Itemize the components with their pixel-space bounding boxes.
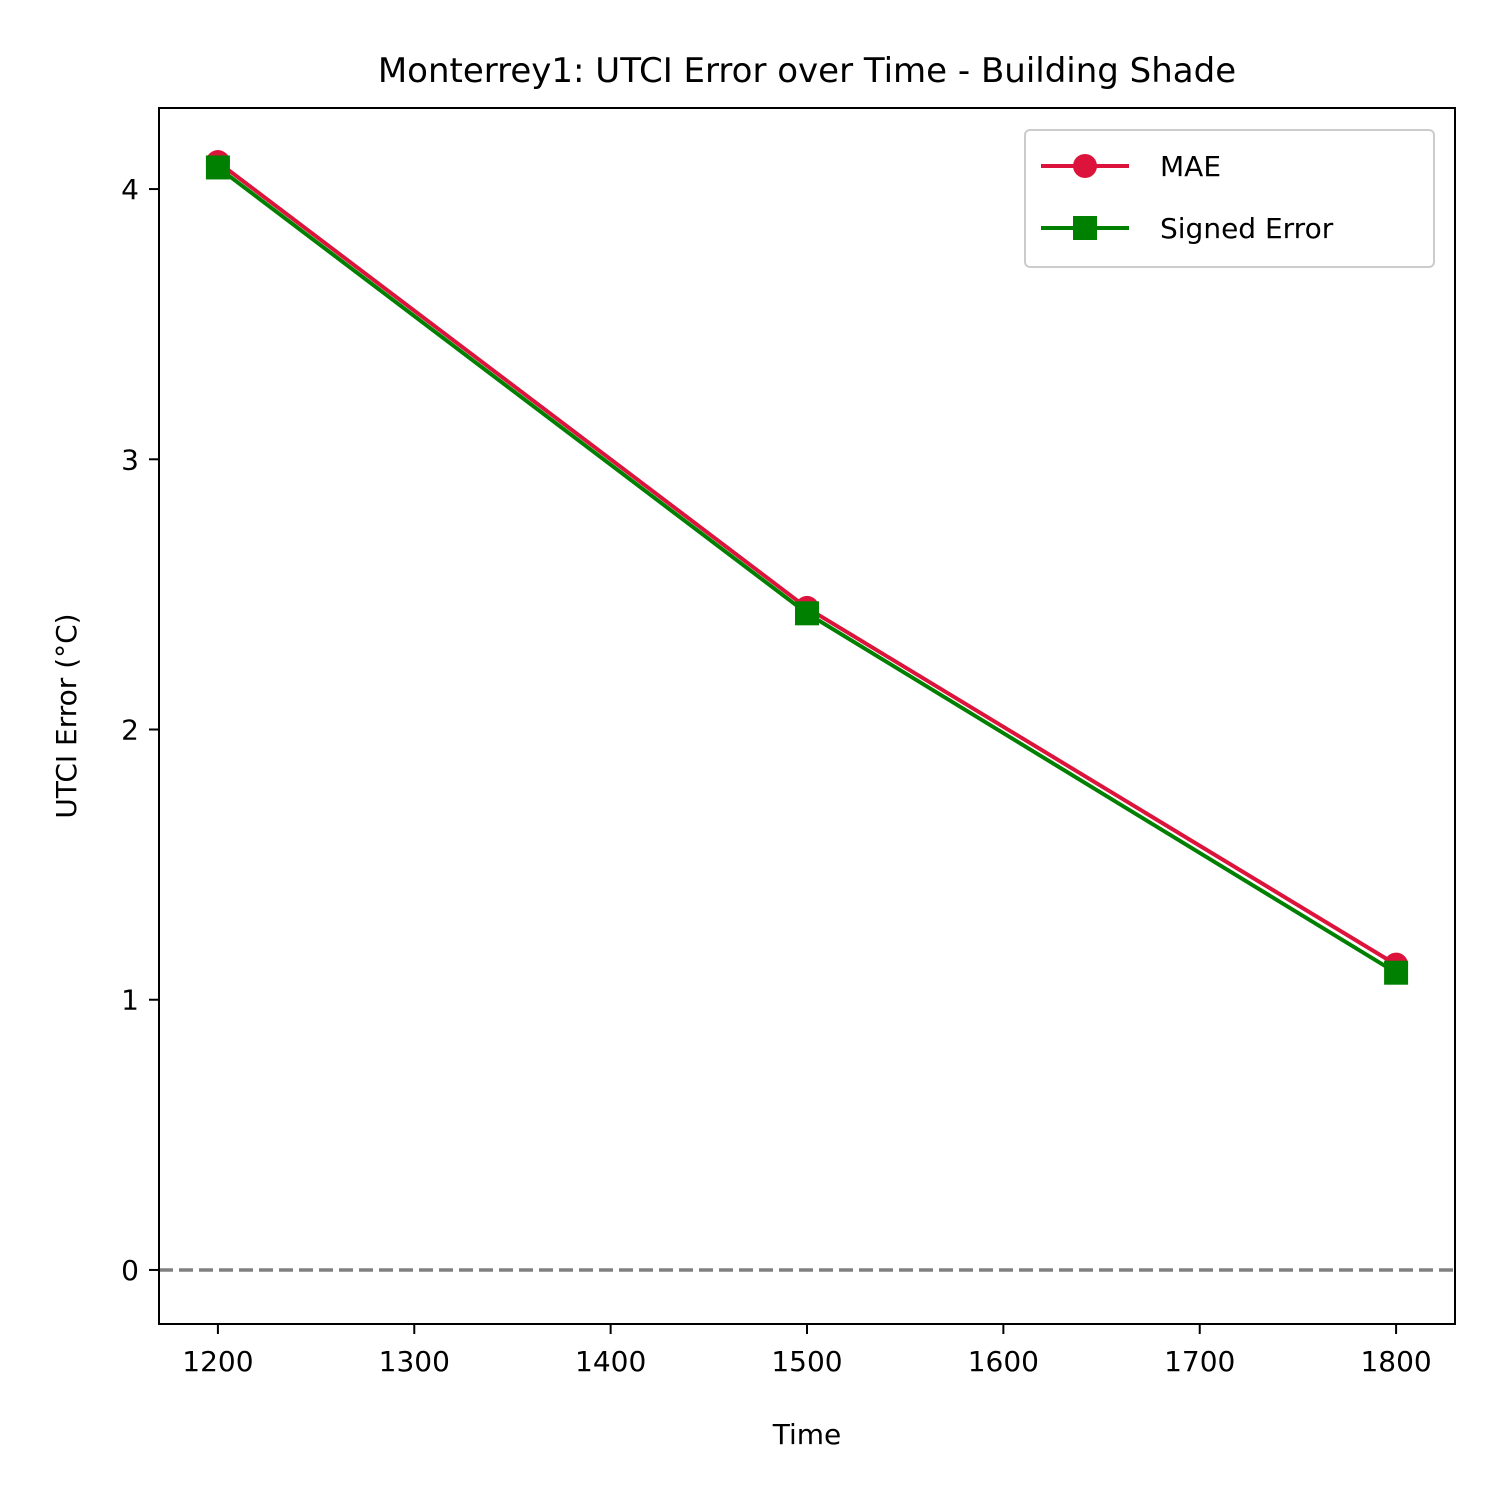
legend-marker xyxy=(1073,154,1097,178)
y-tick-label: 4 xyxy=(121,173,139,206)
legend-label: MAE xyxy=(1160,150,1221,183)
plot-area xyxy=(158,107,1456,1325)
legend-frame xyxy=(1024,129,1435,268)
axes-background xyxy=(159,108,1455,1324)
legend: MAE Signed Error xyxy=(1024,129,1435,268)
series-layer xyxy=(205,150,1409,985)
x-tick-label: 1800 xyxy=(1360,1345,1431,1378)
legend-label: Signed Error xyxy=(1160,212,1334,245)
x-tick-label: 1600 xyxy=(968,1345,1039,1378)
data-point xyxy=(1384,960,1409,985)
legend-items: MAE Signed Error xyxy=(1041,150,1334,245)
data-point xyxy=(795,601,819,626)
series-signed-error xyxy=(205,155,1409,985)
y-axis-label: UTCI Error (°C) xyxy=(50,613,83,818)
x-tick-label: 1700 xyxy=(1164,1345,1235,1378)
y-tick-label: 3 xyxy=(121,443,139,476)
chart-title: Monterrey1: UTCI Error over Time - Build… xyxy=(378,51,1236,91)
y-tick-label: 1 xyxy=(121,984,139,1017)
x-tick-label: 1200 xyxy=(182,1345,253,1378)
x-tick-label: 1300 xyxy=(379,1345,450,1378)
x-tick-label: 1500 xyxy=(771,1345,842,1378)
x-tick-label: 1400 xyxy=(575,1345,646,1378)
y-tick-label: 0 xyxy=(121,1254,139,1287)
y-axis: 0 1 2 3 4 xyxy=(121,173,159,1287)
legend-marker xyxy=(1073,216,1097,240)
x-axis-label: Time xyxy=(772,1418,842,1451)
data-point xyxy=(205,155,230,180)
y-tick-label: 2 xyxy=(121,714,139,747)
x-axis: 1200 1300 1400 1500 1600 1700 1800 xyxy=(182,1324,1432,1378)
